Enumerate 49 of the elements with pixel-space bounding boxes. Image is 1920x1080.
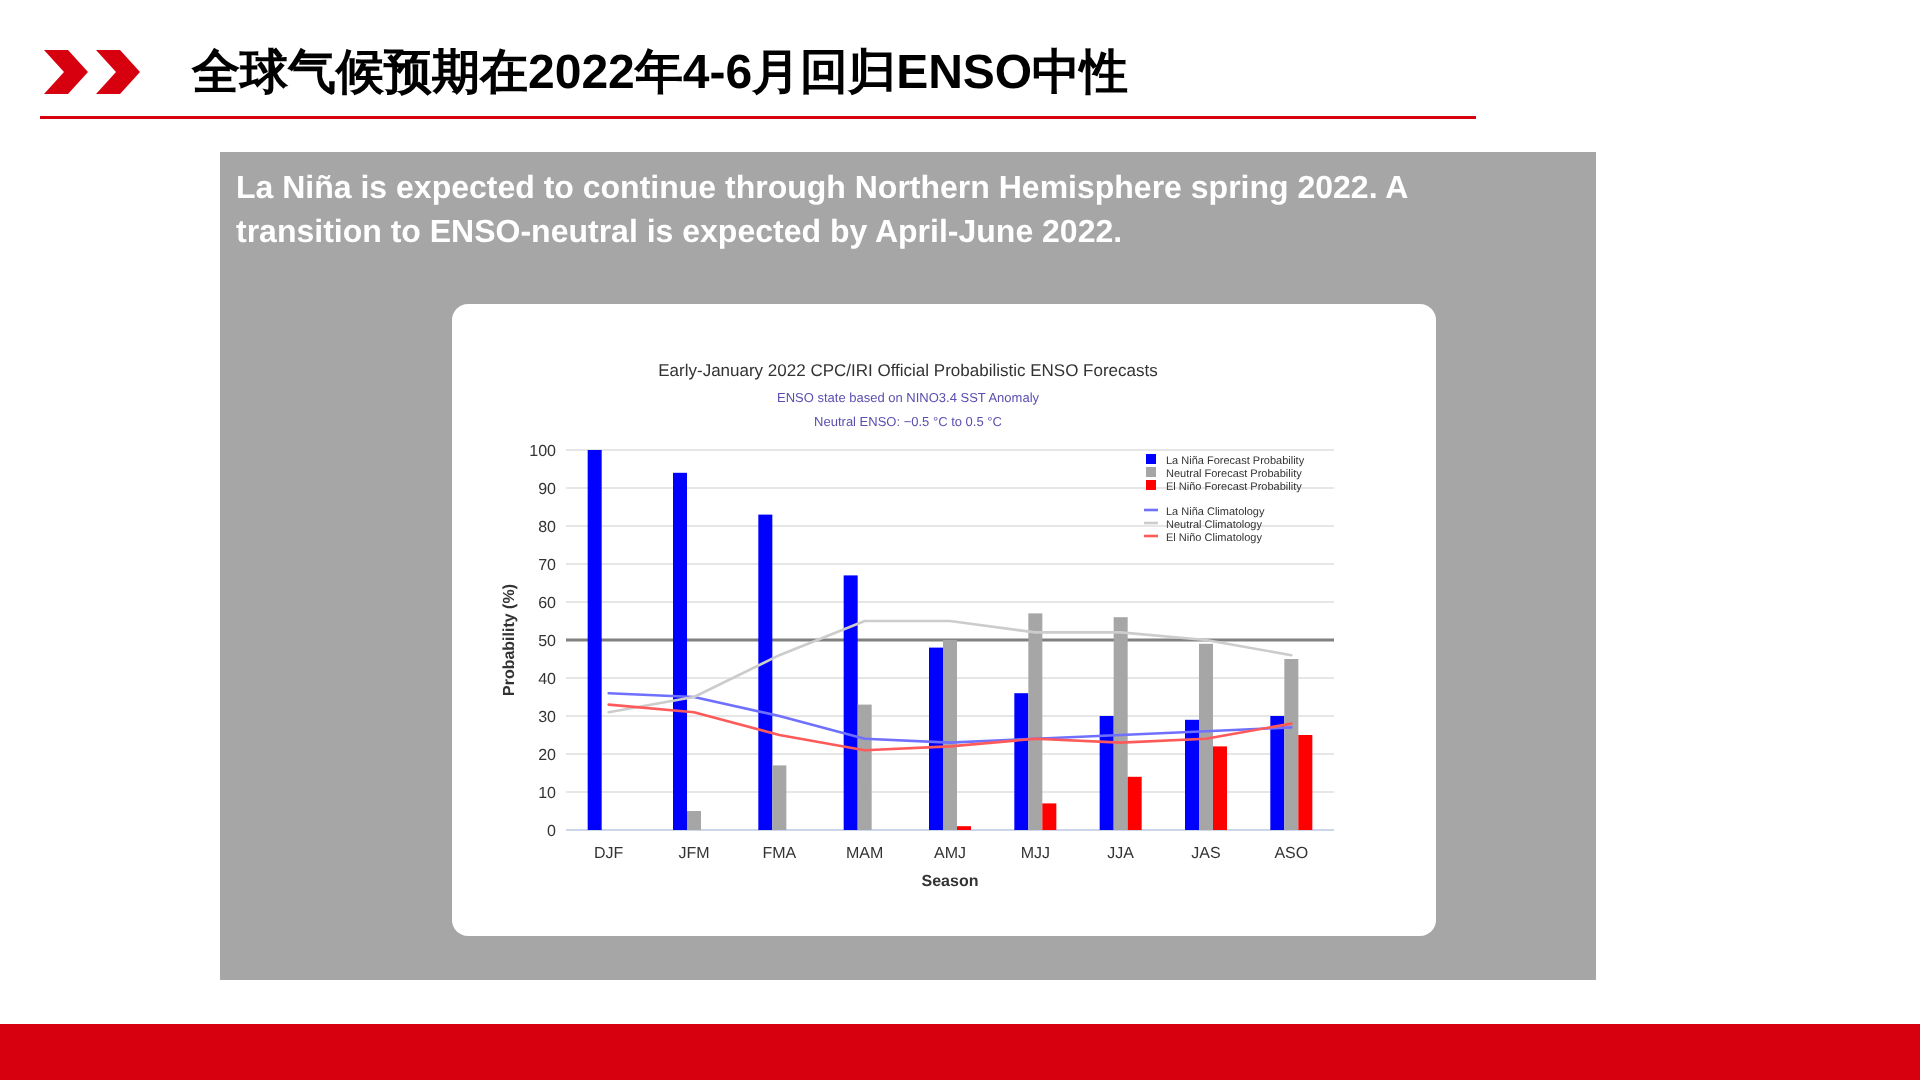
line-series bbox=[607, 691, 1293, 744]
y-tick-label: 40 bbox=[538, 670, 558, 688]
bar bbox=[857, 704, 872, 830]
line-series bbox=[607, 619, 1293, 714]
bar bbox=[1014, 693, 1029, 830]
y-tick-label: 10 bbox=[538, 784, 558, 802]
x-axis-title: Season bbox=[921, 872, 979, 890]
x-tick-label: ASO bbox=[1274, 844, 1309, 862]
text: 全球气候预期在2022年4-6月回归ENSO中性 bbox=[190, 46, 1129, 100]
x-tick-label: MAM bbox=[845, 844, 884, 862]
bar bbox=[1284, 659, 1299, 830]
y-tick-label: 0 bbox=[547, 822, 558, 840]
text: La Niña is expected to continue through Northern Hemisphere spring 2022. A transition to ENSO-neutral is expected by April-June 2022. bbox=[236, 170, 1410, 254]
bar bbox=[772, 765, 787, 830]
y-tick-label: 20 bbox=[538, 746, 558, 764]
bar bbox=[1185, 719, 1199, 830]
bar bbox=[673, 472, 687, 830]
y-tick-label: 90 bbox=[538, 480, 558, 498]
bar bbox=[929, 647, 943, 830]
y-tick-label: 100 bbox=[529, 442, 558, 460]
y-tick-label: 70 bbox=[538, 556, 558, 574]
bar bbox=[1099, 716, 1114, 830]
y-axis-title: Probability (%) bbox=[500, 583, 518, 697]
y-tick-label: 80 bbox=[538, 518, 558, 536]
bar bbox=[1298, 735, 1313, 830]
bar bbox=[687, 811, 701, 830]
bar bbox=[843, 575, 858, 830]
x-tick-label: MJJ bbox=[1020, 844, 1051, 862]
line-series bbox=[607, 703, 1293, 752]
y-tick-label: 50 bbox=[538, 632, 558, 650]
bar bbox=[1042, 803, 1057, 830]
bar bbox=[758, 514, 773, 830]
bar bbox=[1113, 617, 1128, 830]
bar bbox=[1199, 643, 1213, 830]
x-tick-label: JAS bbox=[1191, 844, 1221, 862]
bar bbox=[1270, 716, 1285, 830]
bar bbox=[1127, 776, 1142, 830]
x-tick-label: JJA bbox=[1107, 844, 1136, 862]
x-tick-label: JFM bbox=[678, 844, 711, 862]
chart-title: Early-January 2022 CPC/IRI Official Probabilistic ENSO Forecasts bbox=[658, 360, 1158, 380]
x-tick-label: FMA bbox=[762, 844, 798, 862]
bar bbox=[1028, 613, 1043, 830]
y-tick-label: 30 bbox=[538, 708, 558, 726]
bar bbox=[1213, 746, 1227, 830]
x-tick-label: AMJ bbox=[934, 844, 966, 862]
bar bbox=[587, 450, 602, 830]
bar bbox=[943, 640, 957, 830]
x-tick-label: DJF bbox=[593, 844, 624, 862]
y-tick-label: 60 bbox=[538, 594, 558, 612]
